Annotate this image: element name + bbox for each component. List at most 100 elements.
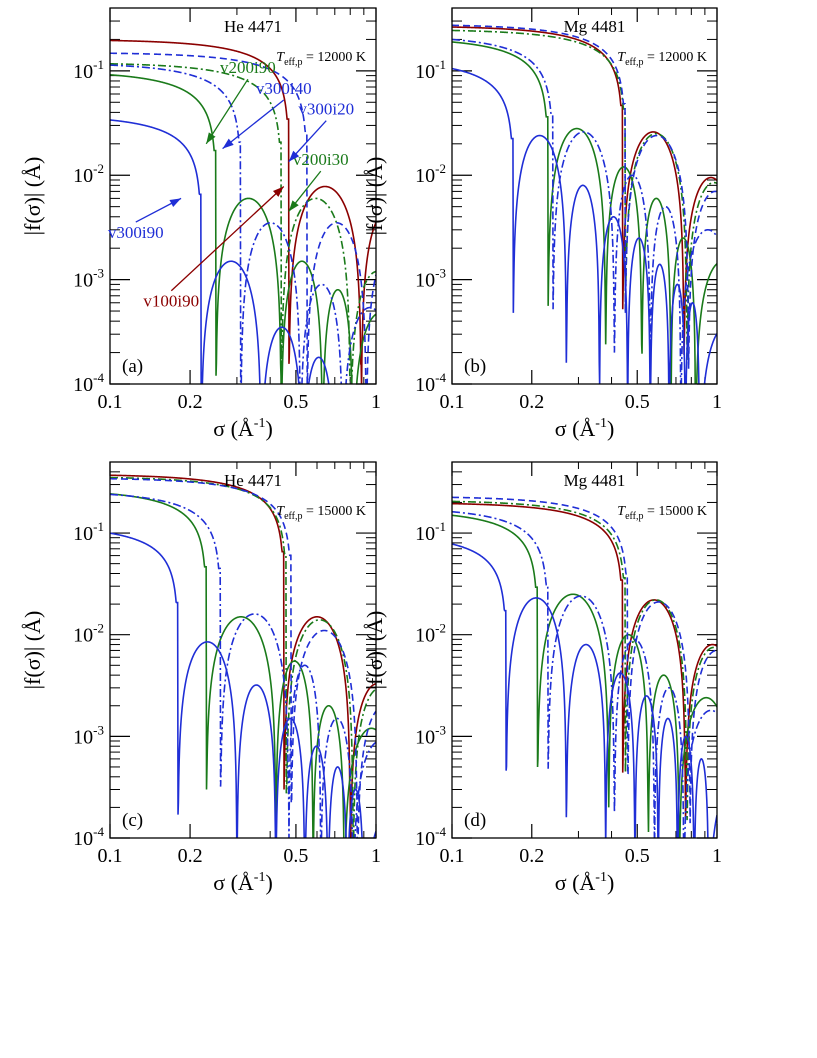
series-label-v200i30: v200i30 [293, 150, 349, 169]
y-tick-label: 10-4 [73, 370, 104, 396]
panel-letter: (b) [464, 356, 486, 377]
y-tick-label: 10-3 [415, 722, 446, 748]
series-line-v300i20 [110, 52, 376, 384]
panel-title: Mg 4481 [564, 471, 626, 490]
y-tick-label: 10-3 [415, 266, 446, 292]
x-tick-label: 0.5 [625, 391, 650, 413]
series-label-v300i20: v300i20 [298, 100, 354, 119]
y-tick-label: 10-1 [73, 57, 104, 83]
label-arrow-head [272, 186, 284, 197]
y-tick-label: 10-2 [415, 621, 446, 647]
x-tick-label: 0.1 [440, 391, 465, 413]
y-axis-label: |f(σ)| (Å) [362, 157, 387, 236]
label-arrow-line [205, 78, 249, 145]
y-tick-label: 10-1 [73, 519, 104, 545]
series-line-v200i30 [452, 500, 717, 821]
temperature-annotation: Teff,p = 15000 K [276, 504, 366, 522]
series-label-v200i90: v200i90 [220, 58, 276, 77]
y-tick-label: 10-4 [73, 824, 104, 850]
label-arrow-line [222, 99, 285, 150]
plot-frame [109, 7, 377, 385]
series-line-v200i30 [452, 29, 717, 360]
series-group [110, 39, 376, 384]
temperature-annotation: Teff,p = 12000 K [617, 50, 707, 68]
label-arrow-head [222, 138, 234, 149]
x-tick-label: 0.2 [519, 845, 544, 867]
x-tick-label: 1 [371, 845, 381, 867]
panel-letter: (c) [122, 810, 143, 831]
series-line-v100i90 [110, 39, 376, 384]
plot-frame [109, 461, 377, 839]
series-line-v200i90 [110, 74, 376, 384]
series-line-v100i90 [452, 26, 717, 355]
series-line-v300i90 [110, 532, 376, 838]
x-tick-label: 0.1 [98, 391, 123, 413]
temperature-annotation: Teff,p = 15000 K [617, 504, 707, 522]
series-label-v300i40: v300i40 [256, 79, 312, 98]
x-tick-label: 0.1 [98, 845, 123, 867]
y-tick-label: 10-2 [73, 161, 104, 187]
y-tick-label: 10-4 [415, 824, 446, 850]
x-axis-label: σ (Å-1) [213, 870, 273, 895]
series-line-v200i90 [110, 493, 376, 838]
x-tick-label: 1 [712, 391, 722, 413]
panel-b: 10-4 10-3 10-2 10-1 0.1 0.2 0.5 1 Mg 4481 Teff,p … [362, 7, 722, 441]
series-line-v100i90 [110, 474, 376, 838]
series-line-v100i90 [452, 502, 717, 818]
x-axis-label: σ (Å-1) [555, 416, 615, 441]
x-tick-label: 0.1 [440, 845, 465, 867]
series-line-v300i90 [110, 119, 349, 384]
y-tick-label: 10-2 [73, 621, 104, 647]
series-group [110, 474, 376, 838]
series-label-v100i90: v100i90 [143, 292, 199, 311]
series-line-v300i20 [110, 477, 376, 838]
panel-letter: (a) [122, 356, 143, 377]
x-tick-label: 0.5 [283, 845, 308, 867]
x-tick-label: 0.2 [178, 845, 203, 867]
label-arrow-head [169, 198, 182, 208]
y-tick-label: 10-1 [415, 57, 446, 83]
temperature-annotation: Teff,p = 12000 K [276, 50, 366, 68]
y-tick-label: 10-3 [73, 722, 104, 748]
series-group [452, 24, 717, 384]
x-tick-label: 1 [371, 391, 381, 413]
series-line-v300i40 [110, 493, 376, 838]
series-line-v300i40 [452, 510, 717, 838]
x-tick-label: 0.5 [283, 391, 308, 413]
series-line-v300i90 [452, 543, 717, 838]
y-tick-label: 10-2 [415, 161, 446, 187]
series-line-v300i40 [110, 64, 376, 384]
series-label-v300i90: v300i90 [108, 223, 164, 242]
panel-letter: (d) [464, 810, 486, 831]
series-line-v300i40 [452, 38, 717, 384]
label-arrow-line [170, 186, 285, 292]
panel-title: Mg 4481 [564, 17, 626, 36]
series-line-v300i20 [452, 24, 717, 369]
plot-frame [451, 461, 718, 839]
plot-frame [451, 7, 718, 385]
panel-c: 10-4 10-3 10-2 10-1 0.1 0.2 0.5 1 He 4471 Teff,p … [20, 461, 381, 895]
label-arrow-head [288, 150, 300, 162]
y-axis-label: |f(σ)| (Å) [20, 157, 45, 236]
series-line-v300i20 [452, 496, 717, 824]
series-line-v300i90 [452, 67, 717, 384]
y-axis-label: |f(σ)| (Å) [362, 611, 387, 690]
x-tick-label: 0.2 [519, 391, 544, 413]
x-axis-label: σ (Å-1) [555, 870, 615, 895]
panel-a: 10-4 10-3 10-2 10-1 0.1 0.2 0.5 1 He 4471 Teff,p … [20, 7, 381, 441]
label-arrow-head [206, 132, 216, 144]
y-tick-label: 10-1 [415, 519, 446, 545]
panel-title: He 4471 [224, 17, 282, 36]
x-tick-label: 0.2 [178, 391, 203, 413]
series-line-v200i90 [452, 514, 717, 838]
label-arrow-head [288, 200, 299, 212]
series-group [452, 496, 717, 838]
panel-title: He 4471 [224, 471, 282, 490]
x-tick-label: 0.5 [625, 845, 650, 867]
x-tick-label: 1 [712, 845, 722, 867]
y-axis-label: |f(σ)| (Å) [20, 611, 45, 690]
panel-d: 10-4 10-3 10-2 10-1 0.1 0.2 0.5 1 Mg 4481 Teff,p … [362, 461, 722, 895]
series-line-v200i30 [110, 62, 376, 384]
